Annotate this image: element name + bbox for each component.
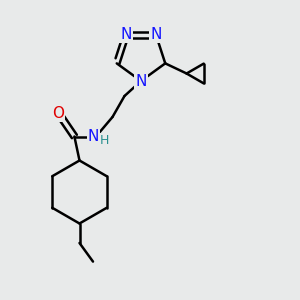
Text: N: N (135, 74, 147, 88)
Text: N: N (120, 27, 132, 42)
Text: O: O (52, 106, 64, 122)
Text: N: N (150, 27, 162, 42)
Text: N: N (88, 129, 99, 144)
Text: H: H (100, 134, 109, 147)
